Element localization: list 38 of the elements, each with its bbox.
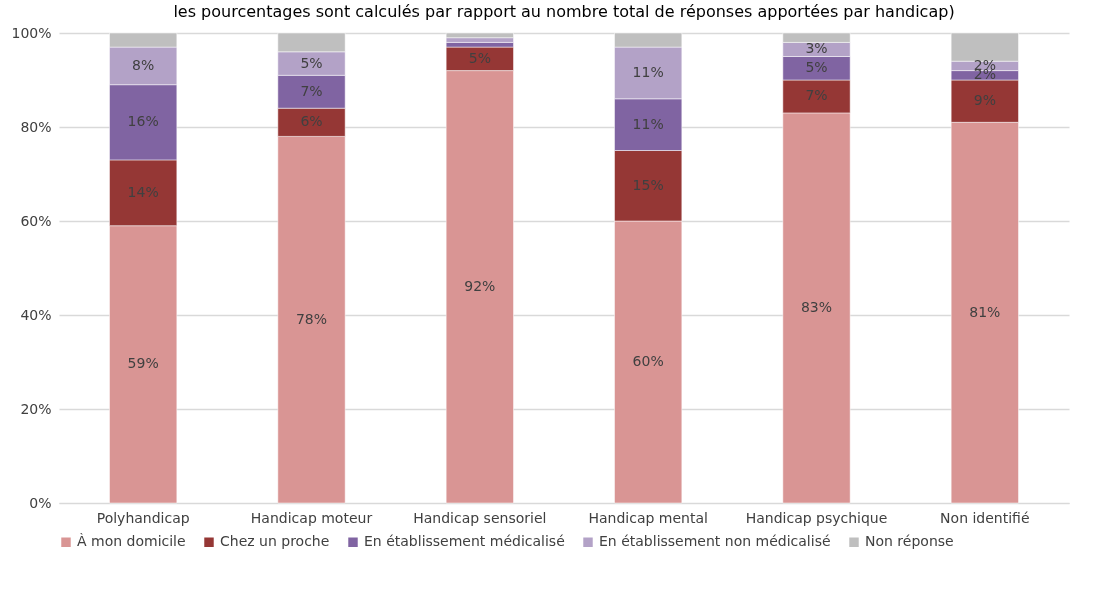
data-label: 83% [800, 298, 833, 315]
chart-title: les pourcentages sont calculés par rapport au nombre total de réponses apportées par handicap) [173, 2, 955, 21]
data-label: 11% [632, 115, 664, 132]
data-label: 60% [632, 353, 664, 369]
y-tick-label: 40% [20, 306, 52, 323]
y-tick-label: 60% [20, 212, 52, 229]
data-label: 3% [805, 40, 828, 57]
y-tick-label: 20% [20, 400, 52, 417]
data-label: 8% [132, 56, 155, 73]
data-label: 78% [295, 310, 328, 327]
data-label: 59% [127, 355, 159, 372]
y-tick-label: 100% [11, 24, 52, 41]
data-label: 7% [300, 82, 323, 99]
x-tick-label: Handicap mental [588, 509, 708, 526]
legend-label: Chez un proche [220, 533, 330, 550]
data-label: 16% [127, 113, 159, 130]
data-label: 9% [973, 92, 996, 109]
data-label: 14% [127, 183, 159, 200]
legend-label: En établissement non médicalisé [599, 533, 831, 550]
legend-label: Non réponse [865, 533, 954, 550]
x-tick-label: Polyhandicap [96, 509, 190, 526]
data-label: 7% [805, 87, 828, 104]
data-label: 5% [468, 49, 491, 66]
data-label: 92% [464, 277, 496, 294]
data-label: 81% [969, 303, 1001, 320]
data-label: 11% [632, 63, 664, 80]
data-label: 15% [632, 176, 664, 193]
y-tick-label: 80% [20, 118, 52, 135]
data-label: 5% [300, 54, 323, 71]
x-tick-label: Handicap moteur [250, 509, 373, 526]
x-tick-label: Handicap sensoriel [413, 509, 547, 526]
x-tick-label: Non identifié [940, 509, 1030, 526]
legend-label: En établissement médicalisé [364, 533, 565, 550]
data-label: 6% [300, 113, 323, 130]
x-tick-label: Handicap psychique [745, 509, 888, 526]
legend-label: À mon domicile [77, 533, 186, 550]
y-tick-label: 0% [29, 494, 52, 511]
data-label: 5% [805, 59, 828, 76]
